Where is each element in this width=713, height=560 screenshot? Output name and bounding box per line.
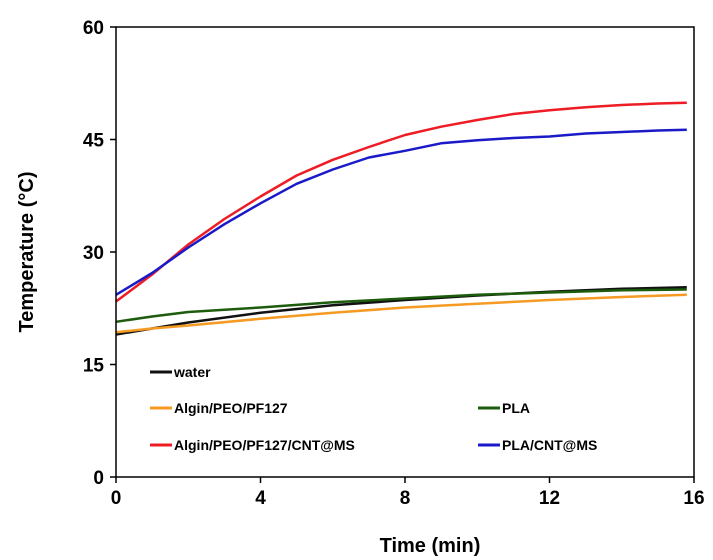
x-tick-label: 0 — [111, 488, 122, 509]
x-tick-label: 8 — [400, 488, 411, 509]
legend-item: Algin/PEO/PF127 — [150, 400, 288, 416]
legend-label: Algin/PEO/PF127 — [174, 400, 288, 416]
x-tick-label: 12 — [539, 488, 560, 509]
legend-item: PLA — [478, 400, 530, 416]
legend-label: Algin/PEO/PF127/CNT@MS — [174, 437, 355, 453]
y-tick-label: 30 — [83, 243, 104, 264]
series-lines — [115, 101, 687, 336]
y-tick-label: 45 — [83, 131, 105, 152]
legend-label: PLA — [502, 400, 530, 416]
series-line-3 — [115, 101, 687, 303]
legend-item: PLA/CNT@MS — [478, 437, 597, 453]
legend-item: Algin/PEO/PF127/CNT@MS — [150, 437, 355, 453]
y-tick-label: 0 — [93, 468, 104, 489]
y-tick-label: 15 — [83, 356, 105, 377]
y-axis-title: Temperature (°C) — [16, 172, 38, 333]
x-tick-label: 4 — [255, 488, 266, 509]
axis-ticks: 0 4 8 12 16 0 15 30 45 60 — [83, 18, 705, 509]
series-line-1 — [115, 293, 687, 334]
series-line-4 — [115, 128, 687, 296]
y-tick-label: 60 — [83, 18, 104, 39]
series-line-2 — [115, 288, 687, 324]
legend-label: PLA/CNT@MS — [502, 437, 597, 453]
x-tick-label: 16 — [683, 488, 704, 509]
legend-item: water — [150, 364, 211, 380]
x-axis-title: Time (min) — [380, 535, 481, 557]
legend: water Algin/PEO/PF127 PLA Algin/PEO/PF127/C… — [150, 364, 597, 453]
legend-label: water — [173, 364, 211, 380]
